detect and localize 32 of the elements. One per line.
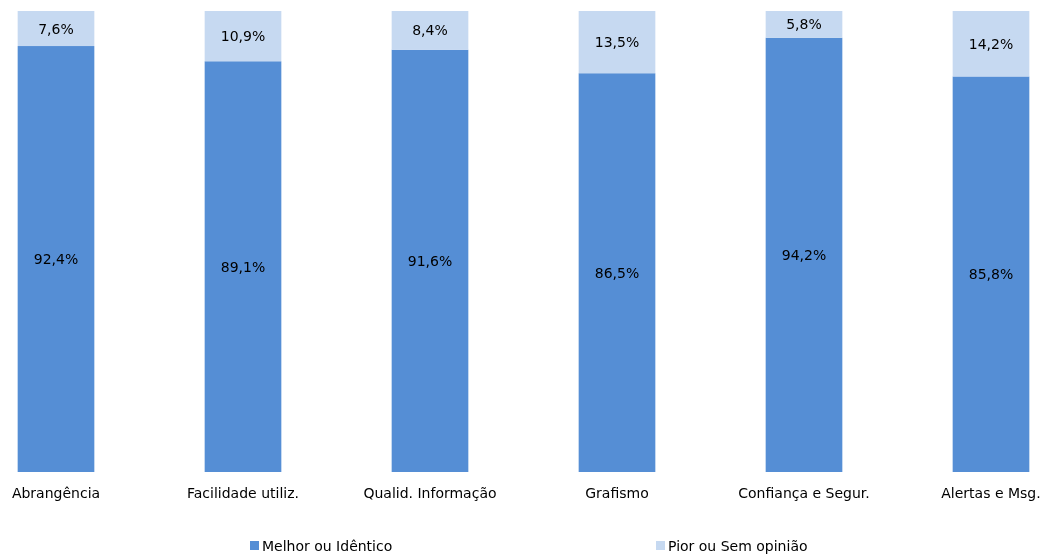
data-label: 91,6% <box>407 252 453 269</box>
bar <box>952 76 1030 472</box>
bar <box>17 46 95 472</box>
bar <box>391 11 469 50</box>
x-tick-label: Abrangência <box>11 485 101 501</box>
bar <box>204 61 282 472</box>
legend-label: Pior ou Sem opinião <box>668 538 808 554</box>
x-tick-label: Alertas e Msg. <box>941 485 1041 501</box>
x-tick-label: Facilidade utiliz. <box>187 485 299 501</box>
data-label: 7,6% <box>38 20 74 37</box>
bar <box>391 49 469 472</box>
x-tick-label: Qualid. Informação <box>363 485 497 501</box>
data-label: 94,2% <box>781 246 827 263</box>
data-label: 10,9% <box>220 28 266 45</box>
bar <box>578 11 656 74</box>
data-label: 85,8% <box>968 266 1014 283</box>
data-label: 8,4% <box>412 22 448 39</box>
bar <box>578 73 656 472</box>
data-label: 86,5% <box>594 264 640 281</box>
bar <box>765 37 843 472</box>
data-label: 92,4% <box>33 251 79 268</box>
data-label: 14,2% <box>968 35 1014 52</box>
data-label: 13,5% <box>594 34 640 51</box>
bar <box>765 11 843 38</box>
data-label: 5,8% <box>786 16 822 33</box>
bar <box>952 11 1030 77</box>
bar <box>17 11 95 47</box>
legend-label: Melhor ou Idêntico <box>262 538 393 554</box>
data-label: 89,1% <box>220 258 266 275</box>
x-tick-label: Confiança e Segur. <box>738 485 870 501</box>
x-tick-label: Grafismo <box>585 485 649 501</box>
bar <box>204 11 282 62</box>
